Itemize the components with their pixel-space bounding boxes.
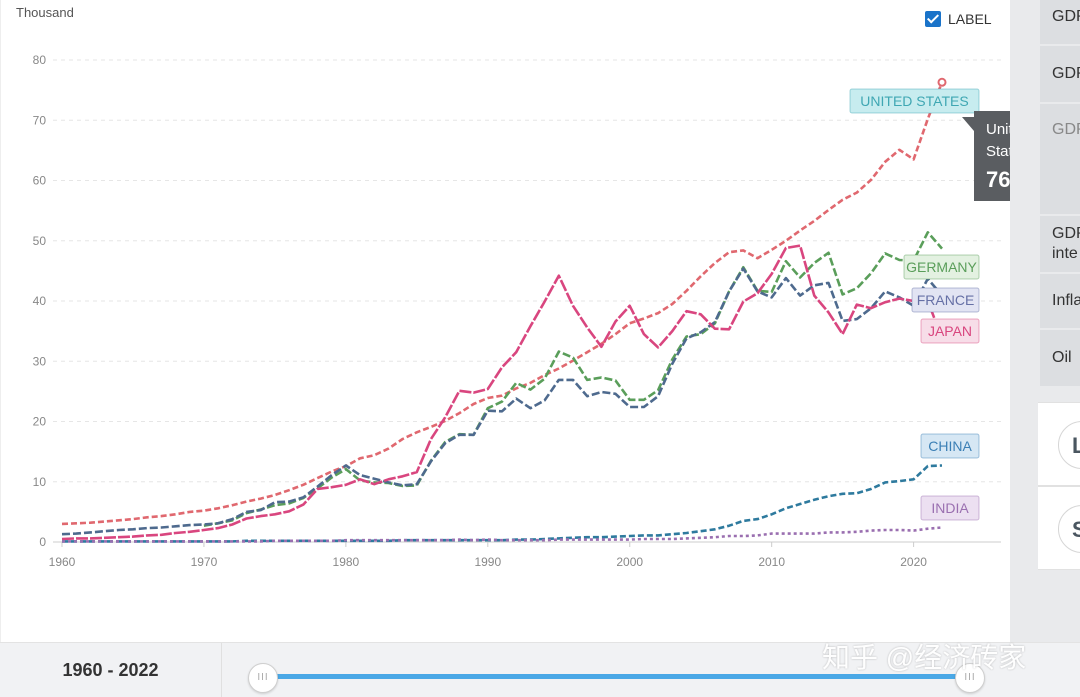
timeline-bar: 1960 - 2022 III III 知乎 @经济砖家: [0, 642, 1080, 697]
label-toggle[interactable]: LABEL: [925, 11, 992, 27]
sidebar-item-oil[interactable]: Oil: [1040, 330, 1080, 386]
series-line-india: [62, 526, 943, 543]
series-line-france: [61, 267, 943, 536]
checkbox-checked-icon[interactable]: [925, 11, 941, 27]
x-tick-label: 1970: [191, 555, 218, 569]
range-slider-start-handle[interactable]: III: [248, 663, 278, 693]
y-tick-label: 10: [33, 475, 47, 489]
sidebar-card-glyph: S: [1072, 517, 1080, 542]
series-label-box-india: [920, 495, 980, 521]
series-label-france: FRANCE: [917, 292, 975, 308]
sidebar-item-label: GDP: [1052, 65, 1080, 82]
y-tick-label: 60: [33, 174, 47, 188]
y-axis-unit: Thousand: [16, 5, 74, 20]
x-tick-label: 1990: [474, 555, 501, 569]
sidebar-card-1[interactable]: L: [1038, 402, 1080, 486]
y-tick-label: 50: [33, 234, 47, 248]
sidebar-item-gdp-3[interactable]: GDP: [1040, 104, 1080, 214]
range-slider-end-handle[interactable]: III: [955, 663, 985, 693]
range-slider-track[interactable]: [262, 674, 968, 679]
x-tick-label: 1960: [49, 555, 76, 569]
sidebar-item-label-line2: inte: [1052, 245, 1078, 262]
series-label-box-china: [920, 433, 980, 459]
series-label-united-states: UNITED STATES: [860, 93, 968, 109]
y-tick-label: 0: [39, 535, 46, 549]
x-tick-label: 2010: [758, 555, 785, 569]
sidebar-card-glyph: L: [1072, 433, 1080, 458]
series-label-china: CHINA: [928, 438, 972, 454]
series-line-united-states: [61, 81, 944, 526]
highlight-point: [937, 77, 947, 87]
x-tick-label: 1980: [333, 555, 360, 569]
y-tick-label: 20: [33, 415, 47, 429]
series-label-box-japan: [920, 318, 980, 344]
sidebar-item-gdp-2[interactable]: GDP: [1040, 46, 1080, 102]
watermark: 知乎 @经济砖家: [822, 642, 1027, 673]
series-label-box-france: [911, 287, 980, 313]
y-tick-label: 30: [33, 354, 47, 368]
sidebar-item-gdp-interest[interactable]: GDP inte: [1040, 216, 1080, 272]
series-line-japan: [61, 244, 944, 541]
series-line-germany: [203, 231, 943, 527]
sidebar-item-label: GDP: [1052, 8, 1080, 25]
label-toggle-text: LABEL: [948, 11, 992, 27]
y-tick-label: 80: [33, 53, 47, 67]
sidebar-item-label: Oil: [1052, 349, 1072, 366]
x-tick-label: 2020: [900, 555, 927, 569]
sidebar-item-inflation[interactable]: Infla: [1040, 274, 1080, 328]
line-chart: 0 10 20 30 40 50 60 70 80 1960 1970 1980 1990 2000 201…: [33, 53, 1001, 569]
series-label-india: INDIA: [931, 500, 969, 516]
series-label-germany: GERMANY: [906, 259, 977, 275]
sidebar-item-label: GDP: [1052, 225, 1080, 242]
y-tick-label: 70: [33, 113, 47, 127]
sidebar-item-label: Infla: [1052, 292, 1080, 309]
timeline-range: 1960 - 2022: [0, 643, 222, 697]
sidebar-card-2[interactable]: S: [1038, 486, 1080, 570]
series-label-box-germany: [903, 254, 980, 280]
right-sidebar: GDP GDP GDP GDP inte Infla Oil L S: [1010, 0, 1080, 642]
sidebar-item-label: GDP: [1052, 121, 1080, 138]
y-tick-label: 40: [33, 294, 47, 308]
series-label-box-united-states: [849, 88, 980, 114]
chart-panel: Thousand 0 10 20 30 40 50 60 70 80 1960 1970 1980 19…: [0, 0, 1010, 642]
sidebar-item-gdp-1[interactable]: GDP: [1040, 0, 1080, 44]
x-tick-label: 2000: [616, 555, 643, 569]
series-label-japan: JAPAN: [928, 323, 972, 339]
